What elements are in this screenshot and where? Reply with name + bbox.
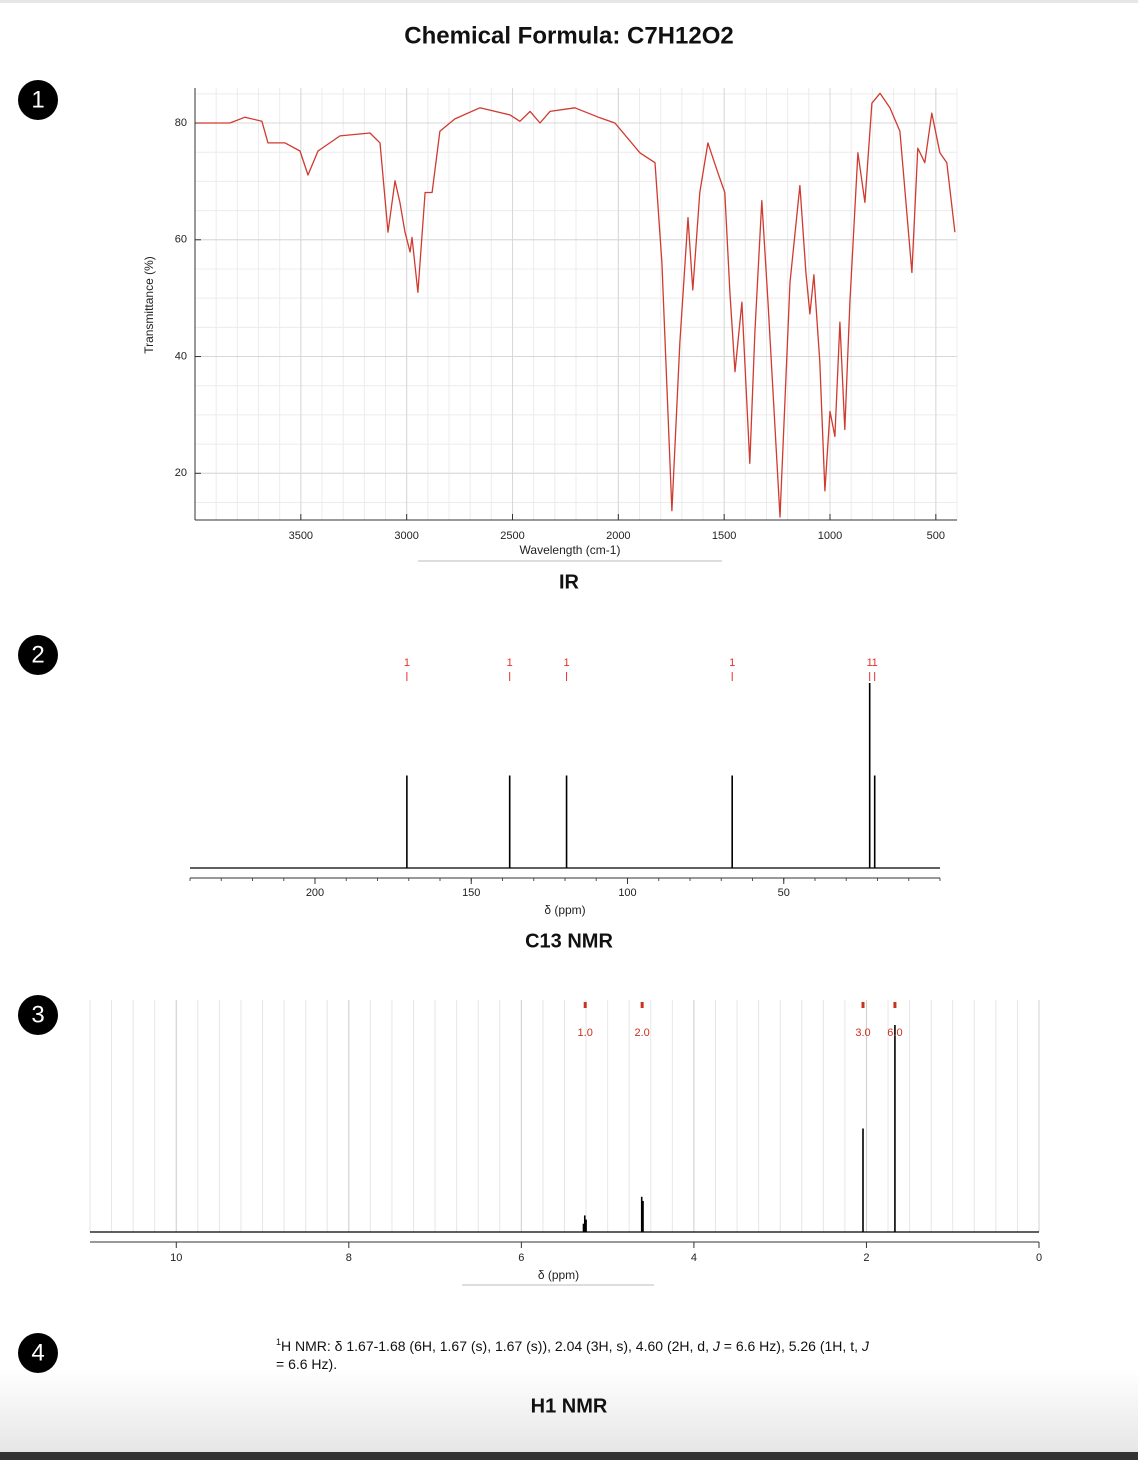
step-badge	[18, 1333, 58, 1373]
x-tick-label: 10	[170, 1252, 182, 1264]
y-tick-label: 40	[175, 350, 187, 362]
integral-label: 1	[404, 657, 410, 669]
x-tick-label: 4	[691, 1252, 697, 1264]
integral-label: 1	[564, 657, 570, 669]
step-badge	[18, 635, 58, 675]
x-tick-label: 1000	[818, 530, 842, 542]
x-tick-label: 6	[518, 1252, 524, 1264]
integral-label: 1	[872, 657, 878, 669]
y-tick-label: 80	[175, 117, 187, 129]
x-axis-label: δ (ppm)	[544, 903, 585, 917]
step-badge	[18, 80, 58, 120]
y-axis-label: Transmittance (%)	[142, 256, 156, 354]
x-tick-label: 100	[618, 887, 636, 899]
x-tick-label: 2	[863, 1252, 869, 1264]
x-tick-label: 500	[927, 530, 945, 542]
superscript: 1	[276, 1337, 282, 1347]
integral-label: 1.0	[578, 1027, 593, 1039]
x-tick-label: 0	[1036, 1252, 1042, 1264]
integral-label: 6.0	[887, 1027, 902, 1039]
chart-title: H1 NMR	[531, 1395, 608, 1417]
x-tick-label: 200	[306, 887, 324, 899]
y-tick-label: 20	[175, 467, 187, 479]
italic: J	[712, 1338, 720, 1354]
y-tick-label: 60	[175, 234, 187, 246]
integral-label: 1	[507, 657, 513, 669]
step-badge	[18, 995, 58, 1035]
chart-title: C13 NMR	[525, 930, 613, 952]
text: = 6.6 Hz).	[276, 1356, 338, 1372]
x-tick-label: 2000	[606, 530, 630, 542]
x-axis-label: δ (ppm)	[538, 1268, 579, 1282]
step-number: 1	[31, 86, 44, 113]
x-axis-label: Wavelength (cm-1)	[520, 543, 621, 557]
step-number: 3	[31, 1001, 44, 1028]
x-tick-label: 2500	[500, 530, 524, 542]
x-tick-label: 50	[778, 887, 790, 899]
step-number: 2	[31, 641, 44, 668]
page-title: Chemical Formula: C7H12O2	[404, 22, 733, 49]
top-edge	[0, 0, 1138, 3]
integral-label: 1	[867, 657, 873, 669]
integral-label: 3.0	[855, 1027, 870, 1039]
integral-label: 2.0	[634, 1027, 649, 1039]
step-number: 4	[31, 1339, 44, 1366]
integral-label: 1	[729, 657, 735, 669]
x-tick-label: 3500	[289, 530, 313, 542]
x-tick-label: 1500	[712, 530, 736, 542]
italic: J	[861, 1338, 869, 1354]
spectrum-line	[197, 92, 956, 518]
x-tick-label: 8	[346, 1252, 352, 1264]
x-tick-label: 150	[462, 887, 480, 899]
h-nmr-description: 1H NMR: δ 1.67-1.68 (6H, 1.67 (s), 1.67 …	[276, 1333, 876, 1373]
text: H NMR: δ 1.67-1.68 (6H, 1.67 (s), 1.67 (…	[281, 1338, 713, 1354]
text: = 6.6 Hz), 5.26 (1H, t,	[719, 1338, 862, 1354]
bottom-bar	[0, 1452, 1138, 1460]
footer-shade	[0, 1370, 1138, 1452]
x-tick-label: 3000	[394, 530, 418, 542]
chart-title: IR	[559, 571, 580, 593]
